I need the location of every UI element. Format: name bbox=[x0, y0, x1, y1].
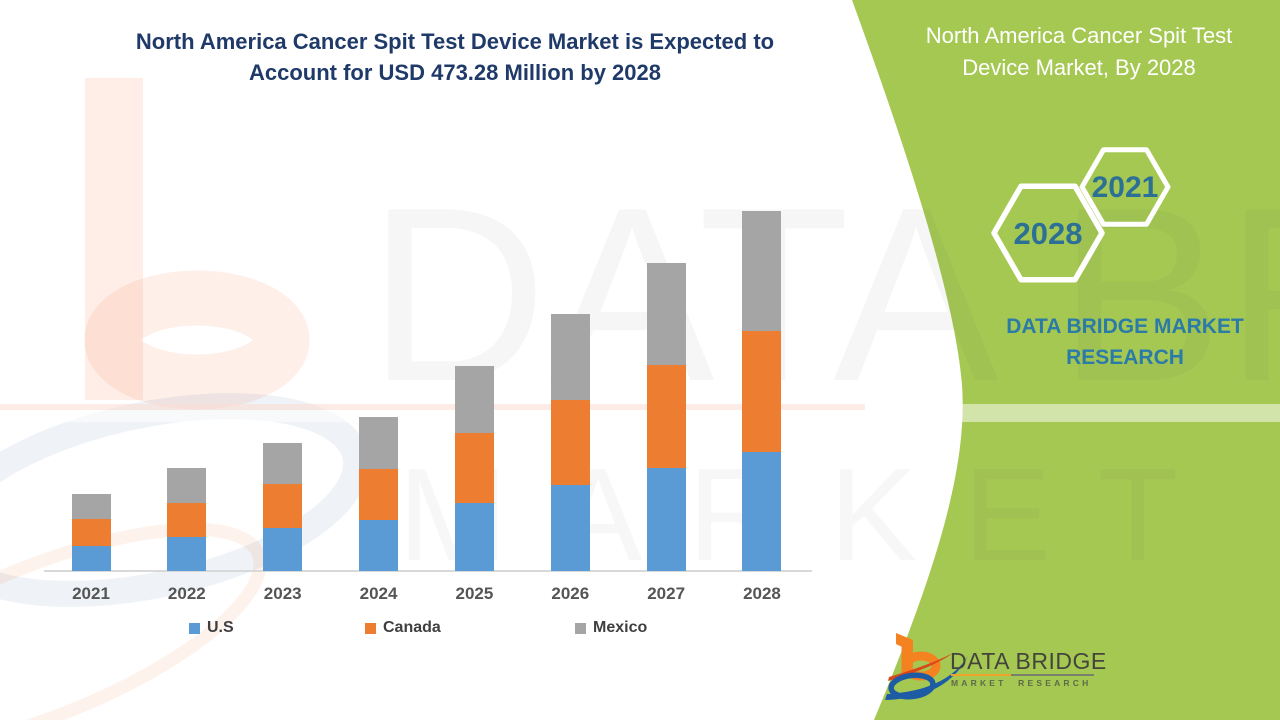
horizontal-band-accent bbox=[0, 404, 865, 410]
bar-segment-mexico-2024 bbox=[359, 417, 399, 470]
stacked-bar-2025 bbox=[454, 366, 494, 571]
side-panel-title-line1: North America Cancer Spit Test bbox=[925, 23, 1233, 48]
chart-title-line1: North America Cancer Spit Test Device Ma… bbox=[135, 29, 775, 54]
bar-segment-mexico-2028 bbox=[742, 211, 782, 332]
legend-label: Canada bbox=[383, 619, 441, 636]
x-axis-label-2023: 2023 bbox=[263, 584, 302, 603]
bar-segment-us-2026 bbox=[550, 484, 590, 571]
x-axis-label-2021: 2021 bbox=[72, 584, 110, 603]
legend-item-us: U.S bbox=[189, 618, 234, 638]
stacked-bar-2026 bbox=[550, 314, 590, 571]
legend-item-mexico: Mexico bbox=[575, 618, 647, 638]
legend-swatch-icon bbox=[189, 622, 200, 634]
bar-segment-us-2025 bbox=[454, 503, 494, 571]
legend-swatch-icon bbox=[365, 622, 376, 634]
bar-segment-us-2024 bbox=[359, 520, 399, 571]
x-axis-label-2026: 2026 bbox=[551, 584, 590, 603]
bar-segment-mexico-2022 bbox=[167, 468, 207, 504]
bar-segment-us-2023 bbox=[263, 528, 303, 571]
bar-segment-mexico-2023 bbox=[263, 443, 303, 485]
bar-segment-mexico-2027 bbox=[646, 263, 686, 366]
bar-segment-canada-2026 bbox=[550, 400, 590, 485]
x-axis-label-2025: 2025 bbox=[455, 584, 494, 603]
legend-swatch-icon bbox=[575, 622, 586, 634]
side-panel-title-line2: Device Market, By 2028 bbox=[962, 55, 1196, 80]
bar-segment-us-2021 bbox=[71, 545, 111, 571]
horizontal-band bbox=[0, 404, 1280, 422]
stacked-bar-2027 bbox=[646, 263, 686, 571]
watermark-text-line2: MARKET RESEARCH bbox=[398, 441, 1280, 588]
stacked-bar-2022 bbox=[167, 468, 207, 571]
side-panel-title: North America Cancer Spit Test Device Ma… bbox=[900, 20, 1258, 84]
brand-name-line1: DATA BRIDGE MARKET bbox=[1006, 315, 1244, 338]
x-axis-label-2028: 2028 bbox=[743, 584, 781, 603]
x-axis-label-2022: 2022 bbox=[167, 584, 206, 603]
bar-segment-canada-2025 bbox=[454, 433, 494, 504]
bar-segment-canada-2022 bbox=[167, 503, 207, 538]
stacked-bar-2028 bbox=[742, 211, 782, 571]
bar-segment-mexico-2025 bbox=[454, 366, 494, 434]
logo-divider bbox=[951, 674, 1094, 676]
legend-item-canada: Canada bbox=[365, 618, 441, 638]
brand-name-text: DATA BRIDGE MARKET RESEARCH bbox=[985, 311, 1265, 373]
stacked-bar-2021 bbox=[71, 493, 111, 571]
x-axis-label-2027: 2027 bbox=[647, 584, 686, 603]
chart-title-line2: Account for USD 473.28 Million by 2028 bbox=[248, 60, 661, 85]
x-axis-label-2024: 2024 bbox=[359, 584, 398, 603]
x-axis-line bbox=[44, 570, 812, 572]
stacked-bar-2023 bbox=[263, 443, 303, 571]
logo-brand-text: DATA BRIDGE bbox=[950, 648, 1107, 674]
legend-label: Mexico bbox=[593, 619, 648, 636]
brand-name-line2: RESEARCH bbox=[1066, 346, 1184, 369]
bar-segment-mexico-2021 bbox=[71, 493, 111, 519]
bar-segment-canada-2021 bbox=[71, 518, 111, 546]
bar-segment-us-2022 bbox=[167, 537, 207, 571]
bar-segment-canada-2027 bbox=[646, 365, 686, 469]
bar-segment-mexico-2026 bbox=[550, 314, 590, 401]
bar-segment-canada-2023 bbox=[263, 484, 303, 529]
legend-label: U.S bbox=[207, 619, 234, 636]
bar-segment-us-2027 bbox=[646, 468, 686, 571]
logo-tagline-text: MARKET RESEARCH bbox=[951, 678, 1092, 688]
bar-segment-us-2028 bbox=[742, 452, 782, 571]
bar-segment-canada-2028 bbox=[742, 331, 782, 453]
bar-segment-canada-2024 bbox=[359, 469, 399, 521]
stacked-bar-2024 bbox=[359, 417, 399, 571]
chart-title: North America Cancer Spit Test Device Ma… bbox=[60, 26, 850, 88]
